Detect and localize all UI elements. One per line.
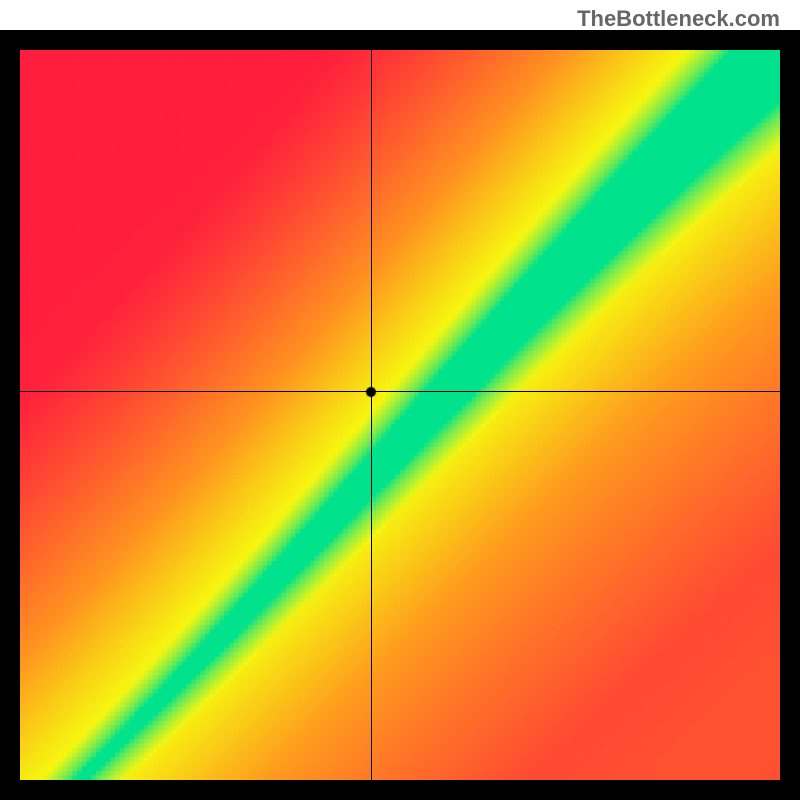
chart-container: TheBottleneck.com [0,0,800,800]
crosshair-horizontal [20,391,780,392]
watermark-text: TheBottleneck.com [577,6,780,32]
crosshair-marker [365,386,377,398]
heatmap-canvas [20,50,780,780]
crosshair-vertical [371,50,372,780]
